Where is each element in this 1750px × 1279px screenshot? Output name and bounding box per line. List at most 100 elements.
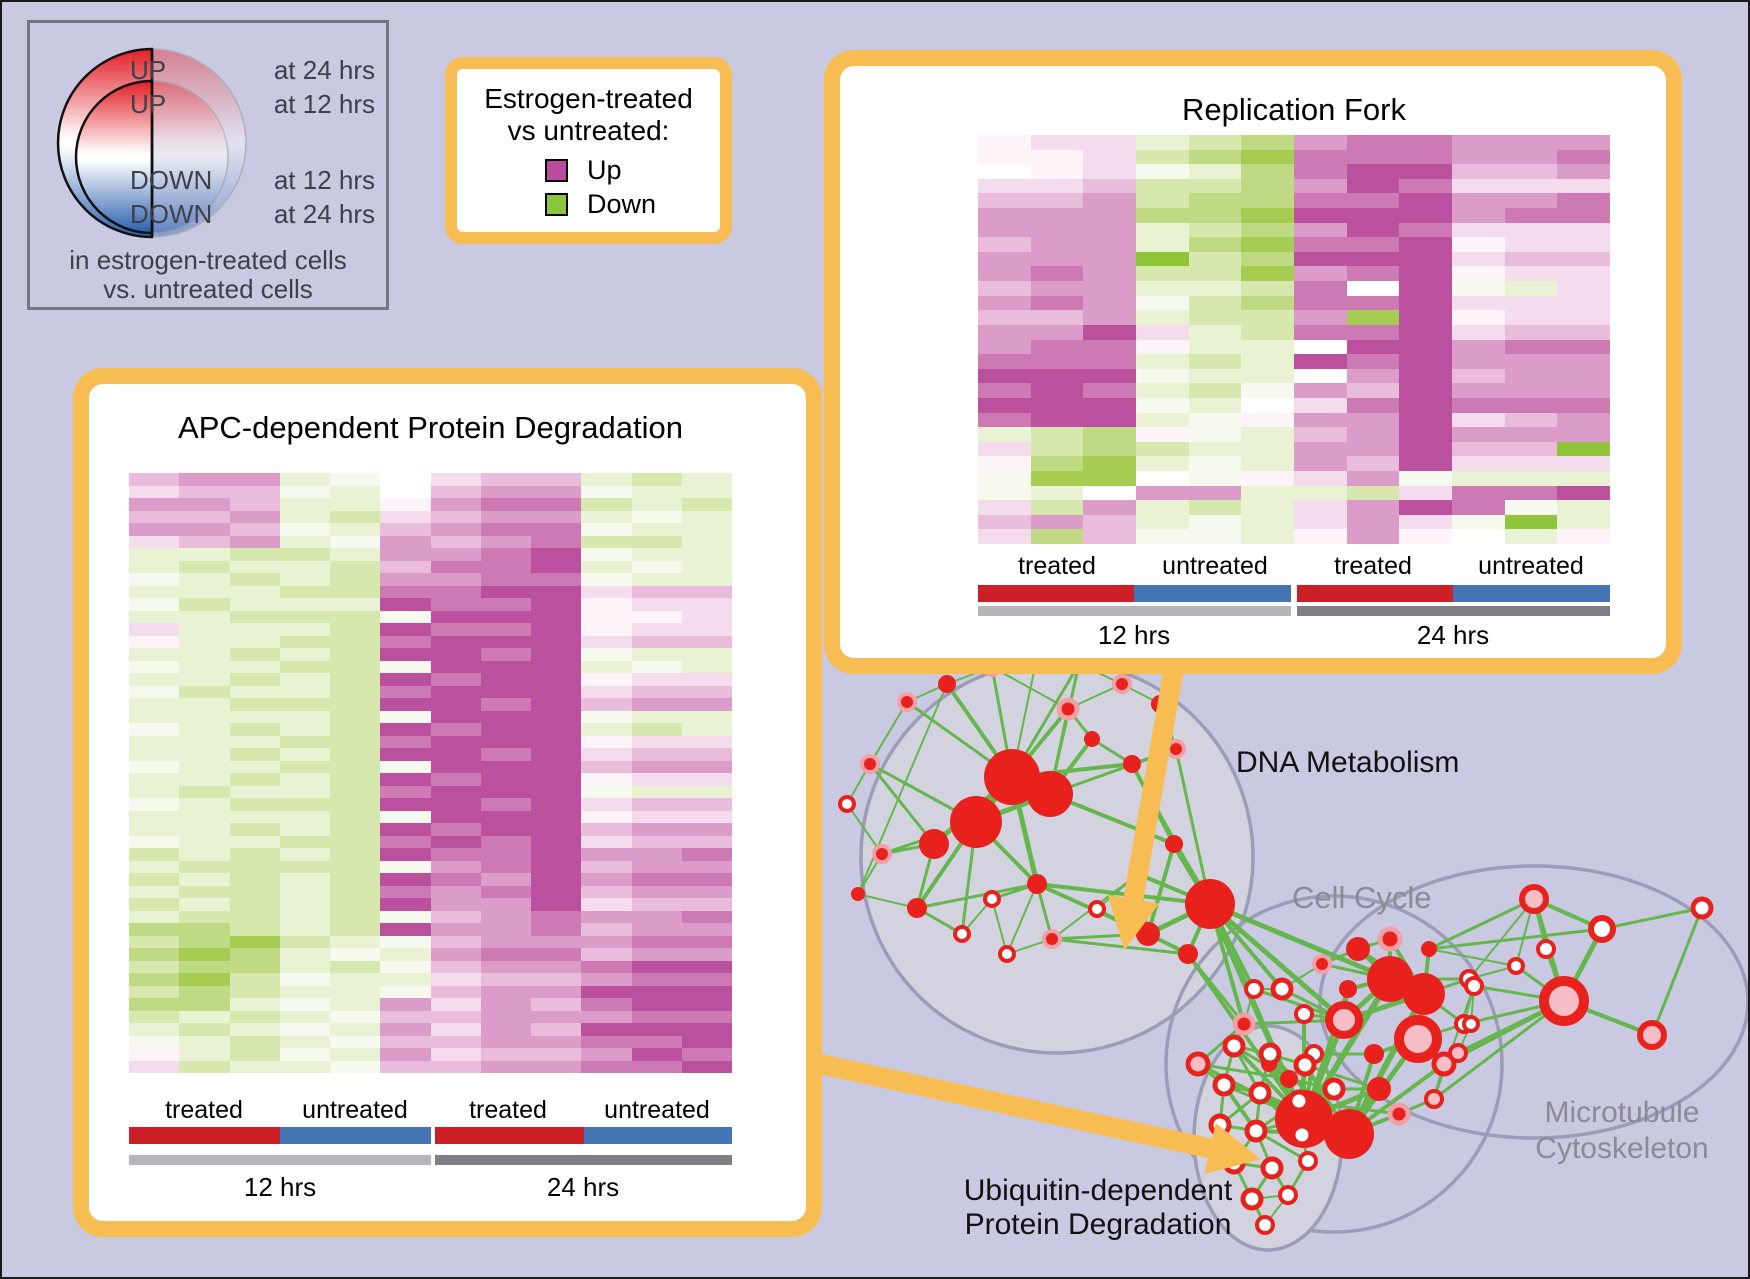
apc-heatmap — [129, 473, 732, 1073]
group-label: untreated — [1478, 552, 1584, 580]
gene-node — [953, 925, 971, 943]
gene-node — [1258, 1042, 1282, 1066]
gene-node — [1255, 1215, 1275, 1235]
gene-node — [1377, 926, 1403, 952]
gene-node — [983, 890, 1001, 908]
gene-node — [938, 675, 956, 693]
up-color-swatch — [545, 159, 568, 182]
wheel-row-dir: DOWN — [130, 165, 213, 195]
cluster-cell-cycle — [1164, 894, 1504, 1234]
gene-node — [872, 844, 892, 864]
treated-bar — [129, 1127, 280, 1144]
gene-node — [1208, 1113, 1232, 1137]
gene-node — [1322, 1077, 1346, 1101]
wheel-caption-line1: in estrogen-treated cells — [69, 245, 347, 275]
estrogen-legend-title-line1: Estrogen-treated — [484, 83, 693, 114]
microtubule-label-line1: Microtubule — [1544, 1096, 1700, 1129]
wheel-row-dir: UP — [130, 55, 167, 85]
gene-node — [897, 692, 917, 712]
24hrs-bar — [1297, 606, 1610, 616]
gene-node — [1394, 1015, 1442, 1063]
untreated-bar — [280, 1127, 431, 1144]
gene-node — [1325, 1001, 1363, 1039]
gene-node — [1280, 1070, 1298, 1088]
group-label: treated — [165, 1096, 243, 1124]
apc-panel-title: APC-dependent Protein Degradation — [178, 410, 683, 445]
gene-node — [1367, 1077, 1391, 1101]
gene-node — [1248, 1081, 1272, 1105]
12hrs-bar — [129, 1155, 431, 1165]
gene-node — [950, 796, 1002, 848]
gene-node — [1536, 939, 1556, 959]
gene-node — [1270, 977, 1294, 1001]
time-label: 12 hrs — [243, 1172, 317, 1202]
gene-node — [1112, 674, 1132, 694]
wheel-row-dir: UP — [130, 89, 167, 119]
replication-fork-panel: Replication Fork treated untreated treat… — [824, 50, 1682, 674]
wheel-row-time: at 24 hrs — [273, 55, 375, 85]
gene-node — [1431, 1051, 1457, 1077]
gene-node — [1222, 1151, 1246, 1175]
gene-node — [1387, 1102, 1411, 1126]
gene-node — [1027, 874, 1047, 894]
treated-bar — [435, 1127, 584, 1144]
gene-node — [1244, 979, 1264, 999]
gene-node — [1165, 835, 1183, 853]
gene-node — [1464, 976, 1484, 996]
updown-wheel-icon — [56, 47, 247, 239]
gene-node — [1312, 954, 1332, 974]
replication-heatmap — [978, 135, 1611, 545]
gene-node — [1212, 1073, 1236, 1097]
gene-node — [1287, 1089, 1311, 1113]
estrogen-legend-title-line2: vs untreated: — [507, 115, 670, 146]
connector-arrow-replication-to-dna — [1107, 666, 1184, 951]
gene-node — [1364, 1044, 1384, 1064]
time-label: 24 hrs — [546, 1172, 620, 1202]
treated-bar — [978, 585, 1134, 602]
untreated-bar — [1453, 585, 1610, 602]
down-color-swatch — [545, 193, 568, 216]
gene-node — [1690, 896, 1714, 920]
gene-node — [1637, 1020, 1667, 1050]
gene-node — [1178, 944, 1198, 964]
group-label: treated — [1334, 552, 1412, 580]
wheel-row-time: at 24 hrs — [273, 199, 375, 229]
dna-metabolism-label: DNA Metabolism — [1236, 746, 1460, 779]
group-label: treated — [1018, 552, 1096, 580]
24hrs-bar — [435, 1155, 732, 1165]
gene-node — [1298, 1151, 1318, 1171]
gene-node — [1367, 956, 1413, 1002]
gene-node — [1232, 1012, 1256, 1036]
gene-node — [1293, 1053, 1317, 1077]
gene-node — [860, 754, 880, 774]
gene-node — [1424, 1089, 1444, 1109]
12hrs-bar — [978, 606, 1291, 616]
gene-node — [1027, 771, 1073, 817]
up-label: Up — [587, 155, 622, 185]
time-label: 12 hrs — [1097, 620, 1171, 650]
untreated-bar — [1134, 585, 1291, 602]
cell-cycle-label: Cell Cycle — [1292, 880, 1432, 915]
group-label: untreated — [1162, 552, 1268, 580]
gene-node — [1294, 1004, 1314, 1024]
replication-panel-title: Replication Fork — [1182, 92, 1406, 127]
wheel-row-time: at 12 hrs — [273, 165, 375, 195]
gene-node — [1056, 697, 1080, 721]
updown-wheel-legend-box: UP at 24 hrs UP at 12 hrs DOWN at 12 hrs… — [27, 20, 389, 310]
gene-node — [1042, 929, 1062, 949]
gene-node — [907, 898, 927, 918]
gene-node — [1346, 937, 1370, 961]
gene-node — [1278, 1185, 1298, 1205]
apc-degradation-panel: APC-dependent Protein Degradation treate… — [73, 368, 822, 1237]
gene-node — [1324, 1109, 1374, 1159]
gene-node — [838, 795, 856, 813]
group-label: treated — [469, 1096, 547, 1124]
gene-node — [1539, 976, 1589, 1026]
gene-node — [1339, 980, 1357, 998]
gene-node — [1244, 1119, 1268, 1143]
gene-node — [1123, 755, 1141, 773]
gene-node — [919, 829, 949, 859]
gene-node — [1588, 915, 1616, 943]
estrogen-legend-box: Estrogen-treated vs untreated: Up Down — [445, 57, 732, 244]
down-label: Down — [587, 189, 657, 219]
